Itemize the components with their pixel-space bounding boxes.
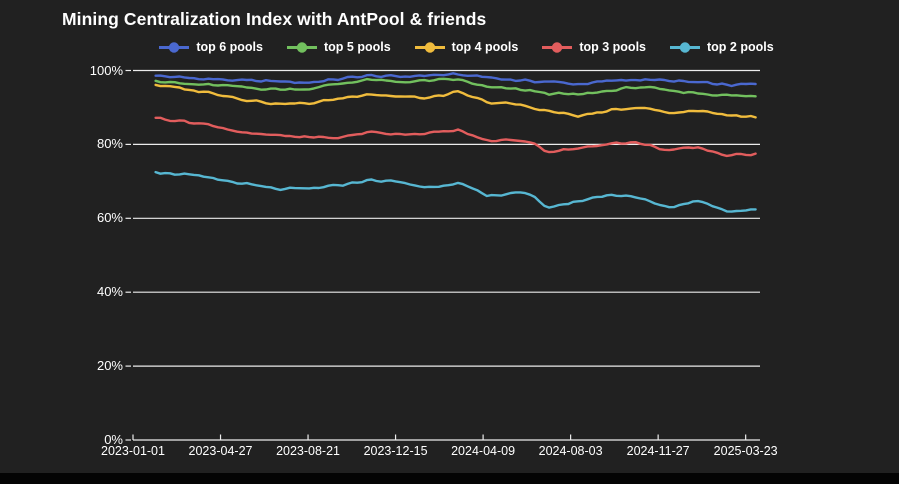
- legend-line-dot-icon: [286, 41, 317, 53]
- y-axis-label-20: 20%: [96, 358, 123, 374]
- legend-item-top-3-pools[interactable]: top 3 pools: [542, 40, 646, 54]
- x-axis-label-5: 2024-08-03: [538, 444, 603, 458]
- series-line-top-4-pools: [154, 83, 757, 119]
- x-axis-label-4: 2024-04-09: [451, 444, 516, 458]
- y-axis-label-60: 60%: [96, 210, 123, 226]
- bottom-bar: [0, 473, 899, 484]
- legend-item-top-4-pools[interactable]: top 4 pools: [414, 40, 519, 54]
- legend-label: top 4 pools: [451, 40, 519, 54]
- x-axis-label-6: 2024-11-27: [626, 444, 690, 458]
- legend-label: top 2 pools: [707, 40, 774, 54]
- x-axis-label-1: 2023-04-27: [188, 444, 253, 458]
- legend-line-dot-icon: [542, 41, 573, 53]
- legend-line-dot-icon: [414, 41, 445, 53]
- y-axis-label-0: 0%: [104, 432, 123, 447]
- series-line-top-6-pools: [154, 72, 757, 88]
- legend-label: top 3 pools: [579, 40, 646, 54]
- legend-item-top-5-pools[interactable]: top 5 pools: [286, 40, 391, 54]
- legend-line-dot-icon: [670, 41, 700, 53]
- series-line-top-2-pools: [154, 170, 757, 213]
- series-line-top-3-pools: [154, 116, 757, 158]
- legend-item-top-6-pools[interactable]: top 6 pools: [159, 40, 263, 54]
- legend-label: top 6 pools: [196, 40, 263, 54]
- series-line-top-5-pools: [154, 77, 757, 98]
- x-axis-label-3: 2023-12-15: [363, 444, 428, 458]
- y-axis-label-80: 80%: [96, 136, 123, 152]
- legend-item-top-2-pools[interactable]: top 2 pools: [670, 40, 774, 54]
- legend-label: top 5 pools: [323, 40, 391, 54]
- y-axis-label-40: 40%: [96, 284, 123, 300]
- x-axis-label-2: 2023-08-21: [276, 444, 341, 458]
- legend-line-dot-icon: [159, 41, 190, 53]
- chart-title: Mining Centralization Index with AntPool…: [62, 9, 487, 29]
- x-axis-label-7: 2025-03-23: [713, 444, 778, 458]
- y-axis-label-100: 100%: [89, 62, 123, 78]
- x-axis-label-0: 2023-01-01: [101, 444, 165, 458]
- chart-legend: top 6 pools top 5 pools top 4 pools top 3 p…: [17, 38, 899, 56]
